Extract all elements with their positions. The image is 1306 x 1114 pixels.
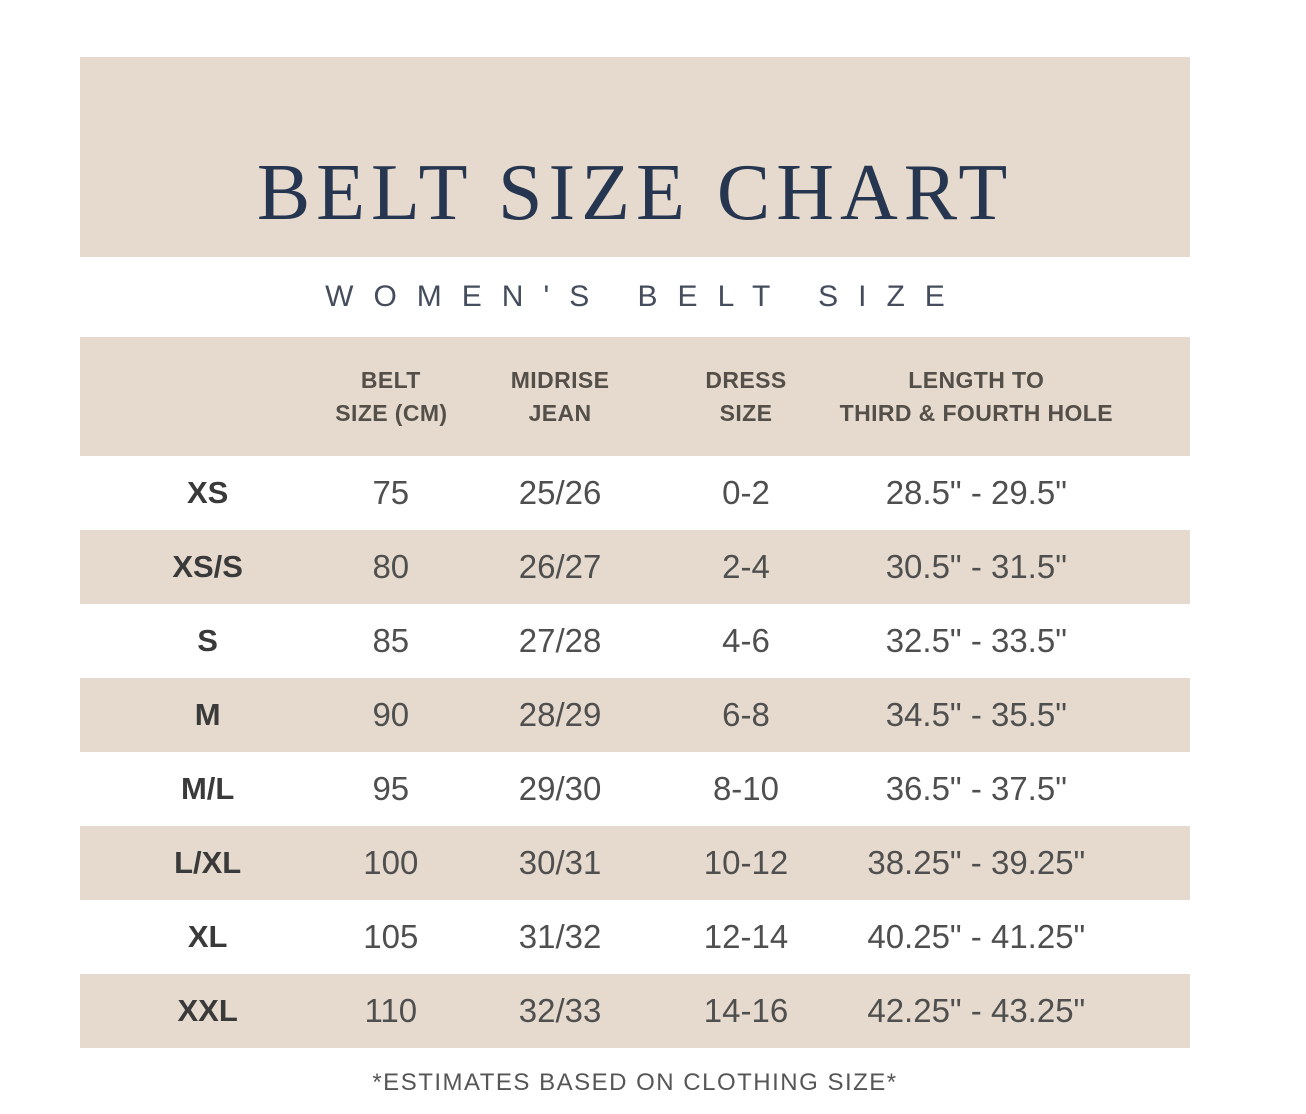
table-row-m: M 90 28/29 6-8 34.5" - 35.5" — [80, 678, 1190, 752]
cell-belt-cm: 80 — [372, 548, 410, 585]
cell-size: XS/S — [172, 549, 243, 584]
cell-dress-size: 4-6 — [722, 622, 770, 659]
cell-midrise-jean: 29/30 — [518, 770, 602, 807]
cell-size: M/L — [180, 771, 235, 806]
cell-dress-size: 0-2 — [722, 474, 770, 511]
cell-dress-size: 12-14 — [703, 918, 789, 955]
cell-belt-cm: 85 — [372, 622, 410, 659]
cell-length: 30.5" - 31.5" — [885, 548, 1067, 585]
cell-size: XL — [187, 919, 228, 954]
column-header-line: LENGTH TO — [908, 366, 1045, 393]
cell-midrise-jean: 26/27 — [518, 548, 602, 585]
cell-midrise-jean: 30/31 — [518, 844, 602, 881]
cell-size: XS — [186, 475, 229, 510]
title-banner: BELT SIZE CHART — [80, 57, 1190, 257]
cell-belt-cm: 95 — [372, 770, 410, 807]
cell-length: 28.5" - 29.5" — [885, 474, 1067, 511]
cell-dress-size: 6-8 — [722, 696, 770, 733]
cell-midrise-jean: 27/28 — [518, 622, 602, 659]
column-header-line: DRESS — [705, 366, 787, 393]
cell-midrise-jean: 28/29 — [518, 696, 602, 733]
cell-size: XXL — [177, 993, 238, 1028]
cell-dress-size: 10-12 — [703, 844, 789, 881]
cell-length: 42.25" - 43.25" — [867, 992, 1086, 1029]
column-header-line: MIDRISE — [510, 366, 610, 393]
cell-midrise-jean: 32/33 — [518, 992, 602, 1029]
column-header-belt-size-cm: BELT SIZE (CM) — [335, 364, 448, 429]
cell-dress-size: 2-4 — [722, 548, 770, 585]
cell-length: 32.5" - 33.5" — [885, 622, 1067, 659]
table-row-xl: XL 105 31/32 12-14 40.25" - 41.25" — [80, 900, 1190, 974]
column-header-dress-size: DRESS SIZE — [674, 364, 818, 429]
table-row-xs: XS 75 25/26 0-2 28.5" - 29.5" — [80, 456, 1190, 530]
size-table-body: XS 75 25/26 0-2 28.5" - 29.5" XS/S 80 26… — [80, 456, 1190, 1048]
cell-belt-cm: 90 — [372, 696, 410, 733]
cell-belt-cm: 100 — [363, 844, 419, 881]
column-header-midrise-jean: MIDRISE JEAN — [446, 364, 674, 429]
cell-belt-cm: 75 — [372, 474, 410, 511]
footnote: *ESTIMATES BASED ON CLOTHING SIZE* — [372, 1069, 898, 1096]
table-row-xs-s: XS/S 80 26/27 2-4 30.5" - 31.5" — [80, 530, 1190, 604]
cell-size: S — [197, 623, 218, 658]
table-row-m-l: M/L 95 29/30 8-10 36.5" - 37.5" — [80, 752, 1190, 826]
column-header-line: SIZE — [719, 399, 773, 426]
cell-midrise-jean: 25/26 — [518, 474, 602, 511]
cell-length: 40.25" - 41.25" — [867, 918, 1086, 955]
table-row-xxl: XXL 110 32/33 14-16 42.25" - 43.25" — [80, 974, 1190, 1048]
column-header-length: LENGTH TO THIRD & FOURTH HOLE — [818, 364, 1134, 429]
column-header-line: SIZE (CM) — [335, 399, 448, 426]
page-subtitle: WOMEN'S BELT SIZE — [325, 280, 965, 313]
table-header-row: BELT SIZE (CM) MIDRISE JEAN DRESS SIZE L… — [80, 337, 1190, 456]
cell-midrise-jean: 31/32 — [518, 918, 602, 955]
table-row-s: S 85 27/28 4-6 32.5" - 33.5" — [80, 604, 1190, 678]
column-header-line: THIRD & FOURTH HOLE — [839, 399, 1113, 426]
page-title: BELT SIZE CHART — [256, 149, 1014, 237]
cell-dress-size: 14-16 — [703, 992, 789, 1029]
column-header-line: BELT — [360, 366, 421, 393]
cell-size: L/XL — [174, 845, 242, 880]
cell-length: 34.5" - 35.5" — [885, 696, 1067, 733]
footnote-row: *ESTIMATES BASED ON CLOTHING SIZE* — [80, 1058, 1190, 1108]
column-header-line: JEAN — [528, 399, 592, 426]
cell-dress-size: 8-10 — [712, 770, 780, 807]
subtitle-row: WOMEN'S BELT SIZE — [80, 257, 1190, 337]
table-row-l-xl: L/XL 100 30/31 10-12 38.25" - 39.25" — [80, 826, 1190, 900]
cell-belt-cm: 105 — [363, 918, 419, 955]
cell-belt-cm: 110 — [364, 992, 418, 1029]
cell-length: 38.25" - 39.25" — [867, 844, 1086, 881]
cell-length: 36.5" - 37.5" — [885, 770, 1067, 807]
cell-size: M — [194, 697, 221, 732]
